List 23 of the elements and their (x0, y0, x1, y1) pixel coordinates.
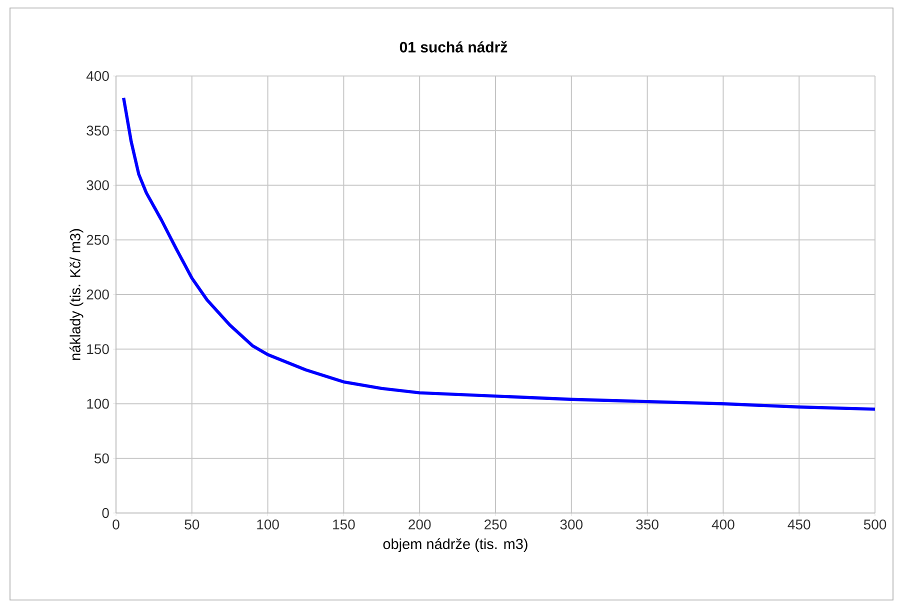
chart-title: 01 suchá nádrž (400, 41, 508, 52)
y-tick-label: 100 (87, 398, 109, 409)
y-tick-label: 150 (87, 344, 109, 354)
x-tick-label: 500 (864, 520, 886, 530)
x-axis-title: objem nádrže (tis. m3) (383, 538, 528, 552)
x-tick-label: 100 (257, 520, 279, 530)
x-tick-label: 300 (560, 520, 583, 530)
x-tick-label: 450 (788, 520, 810, 530)
x-tick-label: 250 (484, 520, 507, 530)
y-tick-label: 400 (86, 71, 109, 81)
x-tick-label: 150 (333, 520, 355, 530)
x-tick-label: 400 (712, 520, 734, 530)
x-tick-label: 200 (408, 520, 431, 530)
y-axis-title: náklady (tis. Kč/ m3) (70, 229, 84, 360)
y-tick-label: 0 (102, 508, 109, 518)
y-tick-label: 350 (86, 126, 109, 136)
x-tick-label: 0 (112, 520, 120, 530)
y-tick-label: 300 (86, 180, 109, 190)
y-tick-label: 250 (86, 234, 109, 245)
y-tick-label: 50 (94, 453, 109, 464)
x-tick-label: 350 (636, 520, 658, 530)
y-tick-label: 200 (86, 290, 109, 300)
x-tick-label: 50 (184, 520, 200, 530)
